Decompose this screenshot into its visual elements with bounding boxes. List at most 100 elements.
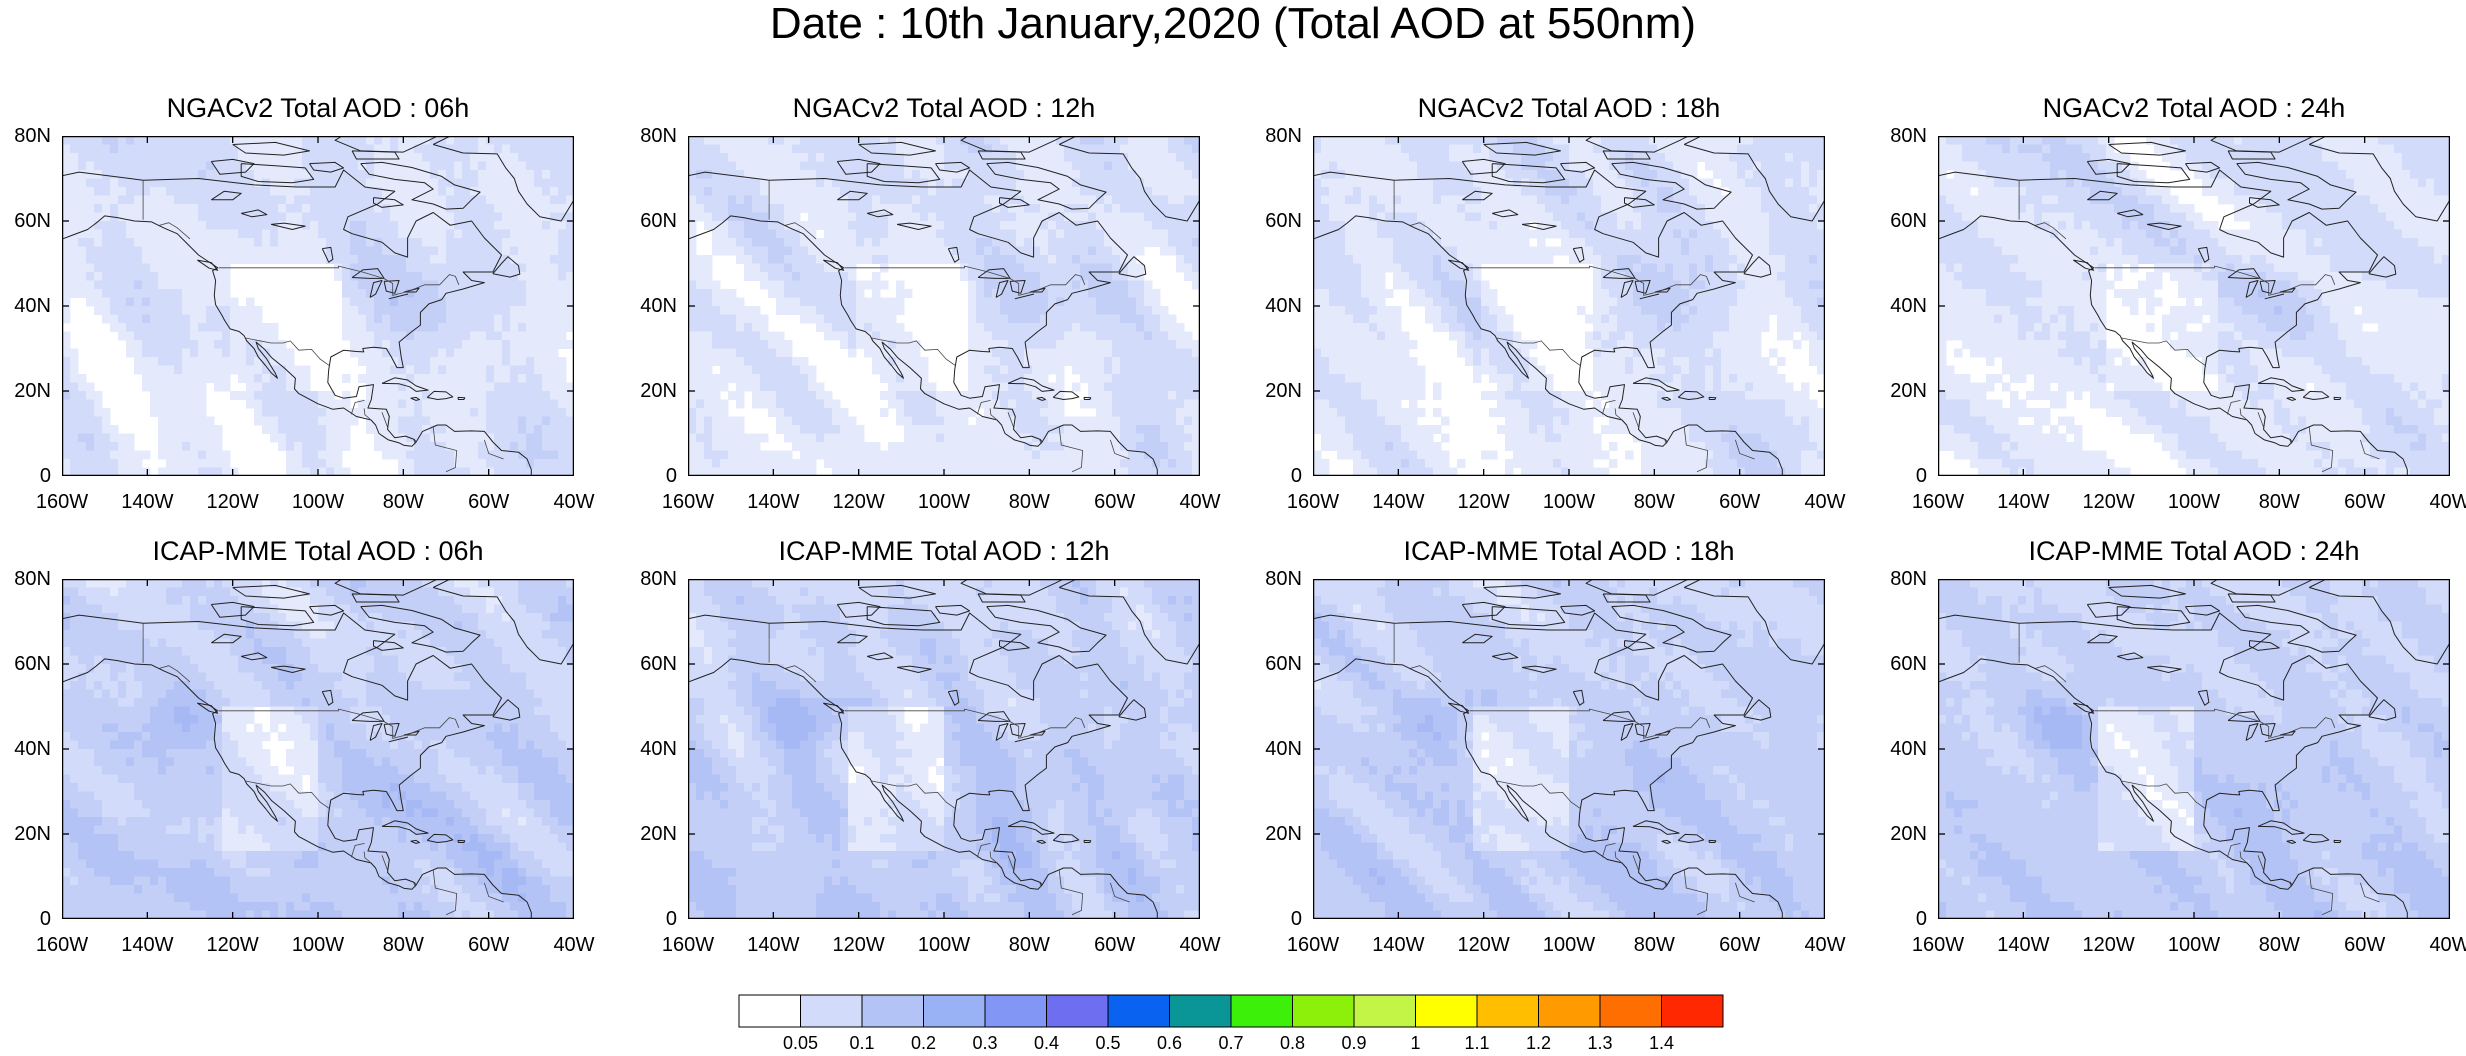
lat-tick-label: 40N [640,738,677,760]
colorbar-swatch [861,994,924,1028]
map-panel: ICAP-MME Total AOD : 12h 80N 60N 40N 20N 0 160… [640,536,1220,955]
lat-tick-label: 80N [14,568,51,590]
lat-tick-label: 20N [1890,823,1927,845]
political-borders [142,180,504,473]
lon-tick-label: 140W [1997,491,2050,513]
lon-tick-label: 40W [2429,934,2466,956]
aod-map [1313,579,1825,919]
colorbar-label: 1.1 [1464,1033,1490,1053]
lon-tick-label: 100W [1542,934,1596,956]
lon-tick-label: 140W [747,491,800,513]
lon-tick-label: 60W [1719,491,1761,513]
colorbar-swatch [800,994,863,1028]
political-borders [142,623,504,916]
lat-tick-label: 20N [1890,380,1927,402]
lon-tick-label: 60W [1719,934,1761,956]
lon-tick-label: 140W [747,934,800,956]
figure-title: Date : 10th January,2020 (Total AOD at 5… [769,0,1697,48]
lat-tick-label: 80N [1890,568,1927,590]
coastlines [62,136,574,476]
lat-tick-label: 80N [1890,125,1927,147]
panel-title: NGACv2 Total AOD : 06h [166,93,470,123]
lon-tick-label: 160W [35,934,89,956]
aod-map [688,136,1200,476]
lon-tick-label: 100W [2167,934,2221,956]
aod-map [1938,579,2450,919]
lon-tick-label: 80W [2258,491,2300,513]
colorbar-label: 1 [1410,1033,1421,1053]
lat-tick-label: 0 [665,465,677,487]
lat-tick-label: 20N [1265,823,1302,845]
colorbar-swatch [1292,994,1355,1028]
map-panel: ICAP-MME Total AOD : 18h 80N 60N 40N 20N 0 160… [1265,536,1845,955]
lat-tick-label: 80N [14,125,51,147]
lat-tick-label: 60N [1890,210,1927,232]
lat-tick-label: 60N [640,653,677,675]
lat-tick-label: 80N [1265,568,1302,590]
colorbar-swatch [1538,994,1601,1028]
map-panel: NGACv2 Total AOD : 24h 80N 60N 40N 20N 0 160W 1… [1890,93,2466,512]
lon-tick-label: 120W [832,491,885,513]
lat-tick-label: 60N [1890,653,1927,675]
aod-map [1938,136,2450,476]
lon-tick-label: 40W [1804,934,1846,956]
map-panel: ICAP-MME Total AOD : 06h 80N 60N 40N 20N 0 160… [14,536,594,955]
lat-tick-label: 60N [1265,210,1302,232]
lat-tick-label: 40N [14,295,51,317]
colorbar-boxes [738,994,1724,1028]
coastlines [1313,136,1825,476]
lon-tick-label: 60W [1094,491,1136,513]
lat-tick-label: 40N [14,738,51,760]
lat-tick-label: 40N [640,295,677,317]
colorbar-label: 0.1 [849,1033,875,1053]
panel-title: ICAP-MME Total AOD : 06h [152,536,484,566]
coastlines [1938,579,2450,919]
lon-tick-label: 60W [2344,491,2386,513]
lon-tick-label: 40W [1179,491,1221,513]
lat-tick-label: 40N [1890,295,1927,317]
coastlines [1938,136,2450,476]
colorbar-swatch [1353,994,1416,1028]
lon-tick-label: 100W [917,491,971,513]
colorbar-label: 0.7 [1218,1033,1244,1053]
lat-tick-label: 0 [665,908,677,930]
colorbar-label: 0.2 [910,1033,937,1053]
axis-ticks [688,136,1200,476]
lon-tick-label: 80W [1633,934,1675,956]
colorbar-swatch [1415,994,1478,1028]
lon-tick-label: 140W [121,934,174,956]
lon-tick-label: 120W [832,934,885,956]
lon-tick-label: 100W [1542,491,1596,513]
lon-tick-label: 140W [1997,934,2050,956]
aod-field [688,136,1200,476]
colorbar-label: 0.8 [1279,1033,1306,1053]
lon-tick-label: 100W [917,934,971,956]
aod-map [62,136,574,476]
lon-tick-label: 120W [1457,491,1510,513]
lon-tick-label: 60W [468,491,510,513]
lon-tick-label: 80W [1008,491,1050,513]
lon-tick-label: 80W [382,491,424,513]
lon-tick-label: 80W [1008,934,1050,956]
axis-ticks [62,579,574,919]
colorbar-label: 1.4 [1648,1033,1675,1053]
axis-ticks [688,579,1200,919]
lat-tick-label: 80N [1265,125,1302,147]
colorbar-swatch [1046,994,1109,1028]
aod-field [1313,136,1825,476]
lon-tick-label: 100W [291,934,345,956]
colorbar-label: 1.3 [1587,1033,1613,1053]
lon-tick-label: 120W [1457,934,1510,956]
lon-tick-label: 160W [1911,934,1965,956]
aod-map [62,579,574,919]
lat-tick-label: 40N [1265,295,1302,317]
map-panel: NGACv2 Total AOD : 18h 80N 60N 40N 20N 0 160W 1… [1265,93,1845,512]
map-panel: ICAP-MME Total AOD : 24h 80N 60N 40N 20N 0 160… [1890,536,2466,955]
lat-tick-label: 0 [1915,465,1927,487]
coastlines [62,579,574,919]
lat-tick-label: 80N [640,568,677,590]
aod-map [1313,136,1825,476]
lat-tick-label: 60N [14,653,51,675]
lon-tick-label: 160W [35,491,89,513]
aod-field [1938,136,2450,476]
